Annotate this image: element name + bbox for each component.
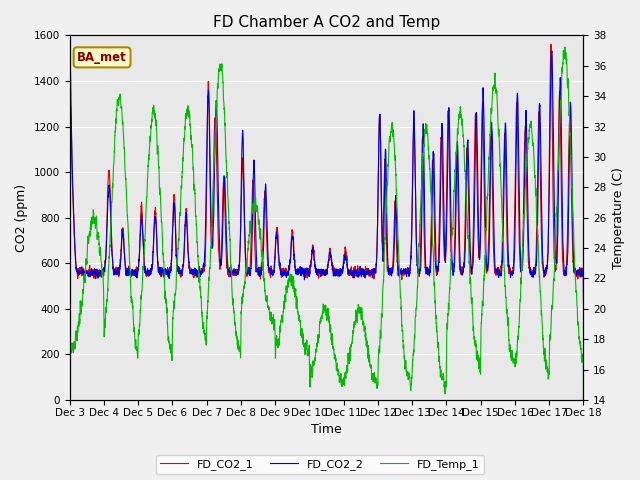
FD_CO2_1: [413, 256, 420, 262]
FD_Temp_1: [561, 44, 569, 50]
FD_Temp_1: [307, 366, 315, 372]
FD_CO2_2: [580, 297, 588, 303]
Line: FD_Temp_1: FD_Temp_1: [70, 47, 584, 480]
FD_CO2_2: [158, 269, 166, 275]
FD_CO2_1: [470, 156, 478, 162]
Legend: FD_CO2_1, FD_CO2_2, FD_Temp_1: FD_CO2_1, FD_CO2_2, FD_Temp_1: [156, 455, 484, 474]
FD_CO2_1: [442, 249, 449, 254]
Text: BA_met: BA_met: [77, 51, 127, 64]
FD_CO2_1: [580, 300, 588, 305]
FD_CO2_2: [579, 272, 587, 277]
FD_CO2_1: [579, 265, 587, 271]
Line: FD_CO2_1: FD_CO2_1: [70, 44, 584, 302]
FD_CO2_1: [66, 252, 74, 258]
FD_Temp_1: [413, 298, 420, 303]
FD_CO2_2: [442, 259, 449, 264]
FD_CO2_2: [307, 262, 315, 267]
FD_CO2_2: [470, 202, 478, 207]
Title: FD Chamber A CO2 and Temp: FD Chamber A CO2 and Temp: [213, 15, 440, 30]
FD_CO2_1: [158, 267, 166, 273]
FD_Temp_1: [580, 421, 588, 427]
FD_CO2_1: [307, 259, 315, 265]
FD_Temp_1: [579, 358, 587, 363]
Line: FD_CO2_2: FD_CO2_2: [70, 51, 584, 300]
FD_CO2_1: [547, 41, 555, 47]
FD_CO2_2: [548, 48, 556, 54]
FD_Temp_1: [470, 340, 478, 346]
Y-axis label: CO2 (ppm): CO2 (ppm): [15, 184, 28, 252]
FD_Temp_1: [442, 385, 449, 391]
X-axis label: Time: Time: [311, 423, 342, 436]
FD_CO2_2: [413, 256, 420, 262]
FD_Temp_1: [158, 221, 166, 227]
Y-axis label: Temperature (C): Temperature (C): [612, 167, 625, 269]
FD_CO2_2: [66, 257, 74, 263]
